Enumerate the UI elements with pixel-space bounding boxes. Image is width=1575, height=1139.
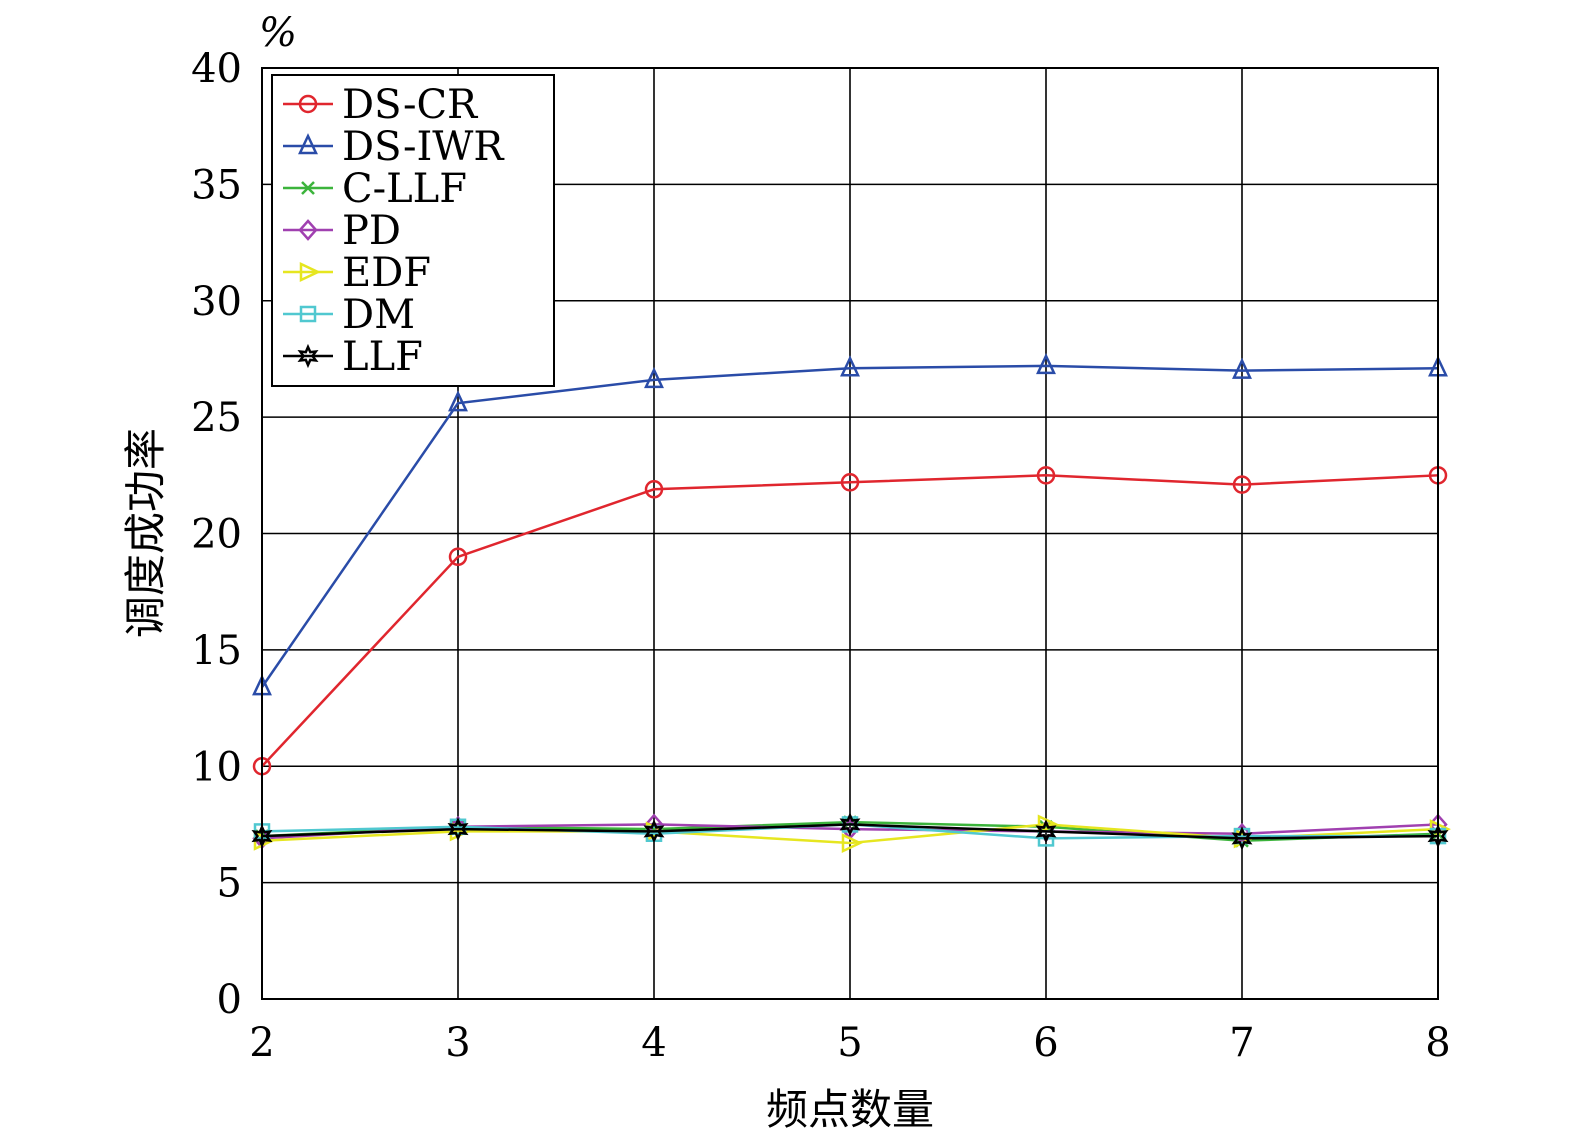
data-point	[840, 473, 860, 492]
legend-marker	[297, 343, 319, 369]
y-tick-label: 10	[191, 744, 242, 790]
legend-marker	[299, 262, 321, 282]
x-tick-label: 7	[1229, 1020, 1254, 1066]
legend-marker	[298, 219, 318, 241]
legend-marker	[298, 94, 318, 114]
legend-item-pd: PD	[283, 208, 401, 254]
y-unit-label: %	[259, 10, 297, 56]
data-point	[643, 819, 665, 844]
x-axis-label: 频点数量	[766, 1085, 934, 1134]
legend-item-ds-iwr: DS-IWR	[283, 124, 505, 170]
data-point	[448, 390, 468, 412]
x-tick-label: 2	[249, 1020, 274, 1066]
series-line	[261, 823, 1439, 840]
series-ds-iwr	[252, 352, 1448, 696]
data-point	[1036, 466, 1056, 485]
data-point	[1232, 475, 1252, 494]
legend-item-edf: EDF	[283, 250, 431, 296]
legend-label: DS-CR	[342, 82, 479, 128]
y-tick-label: 15	[191, 628, 242, 674]
y-tick-label: 30	[191, 279, 242, 325]
y-tick-label: 35	[191, 162, 242, 208]
data-point	[841, 833, 863, 854]
y-axis-label: 调度成功率	[121, 428, 170, 638]
legend-label: EDF	[342, 250, 431, 296]
legend-marker	[299, 305, 317, 323]
data-point	[1035, 819, 1057, 844]
legend-label: DM	[342, 292, 415, 338]
x-tick-label: 6	[1033, 1020, 1058, 1066]
series-line	[261, 474, 1439, 768]
legend-label: DS-IWR	[342, 124, 505, 170]
data-point	[1232, 357, 1252, 379]
data-point	[448, 547, 468, 567]
y-tick-label: 40	[191, 46, 242, 92]
x-tick-label: 3	[445, 1020, 470, 1066]
x-tick-label: 4	[641, 1020, 666, 1066]
y-tick-label: 20	[191, 512, 242, 558]
x-tick-label: 8	[1425, 1020, 1450, 1066]
series-layer	[251, 352, 1451, 854]
series-line	[260, 364, 1439, 688]
legend-item-llf: LLF	[283, 334, 423, 380]
y-tick-label: 0	[217, 977, 242, 1023]
data-point	[644, 480, 664, 499]
legend-label: C-LLF	[342, 166, 467, 212]
axis-ticks: 2 3 4 5 6 7 8 0 5 10 15 20 25 30 35 40	[191, 46, 1451, 1066]
legend-marker	[301, 181, 315, 195]
data-point	[1231, 826, 1253, 851]
legend-label: LLF	[342, 334, 423, 380]
data-point	[839, 812, 861, 837]
data-point	[840, 355, 860, 377]
data-point	[644, 366, 664, 389]
data-point	[447, 817, 469, 842]
grid	[261, 67, 1439, 1000]
y-tick-label: 5	[217, 861, 242, 907]
legend-item-dm: DM	[283, 292, 415, 338]
y-tick-label: 25	[191, 395, 242, 441]
legend-item-c-llf: C-LLF	[283, 166, 467, 212]
data-point	[1036, 352, 1056, 375]
legend-label: PD	[342, 208, 401, 254]
plot-frame	[261, 67, 1439, 1000]
legend-item-ds-cr: DS-CR	[283, 82, 479, 128]
legend-marker	[298, 133, 318, 155]
x-tick-label: 5	[837, 1020, 862, 1066]
